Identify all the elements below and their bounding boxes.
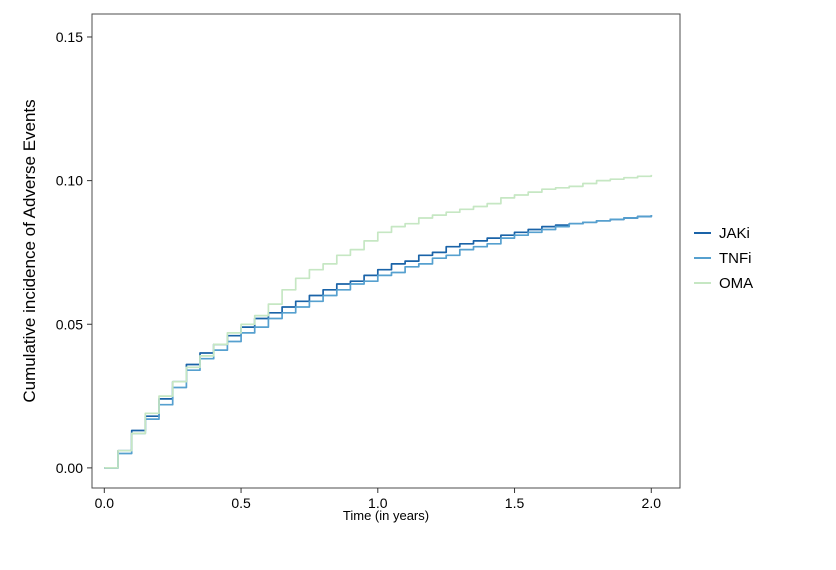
legend-item: JAKi [694, 224, 753, 242]
x-axis-title: Time (in years) [342, 508, 430, 523]
legend-label: OMA [719, 274, 754, 292]
svg-text:0.0: 0.0 [95, 495, 115, 511]
legend-label: JAKi [719, 224, 750, 242]
svg-text:0.5: 0.5 [231, 495, 251, 511]
legend-line-swatch [694, 256, 711, 260]
legend: JAKi TNFi OMA [694, 224, 753, 299]
svg-text:0.10: 0.10 [56, 173, 83, 189]
legend-label: TNFi [719, 249, 752, 267]
legend-line-swatch [694, 281, 711, 285]
legend-item: TNFi [694, 249, 753, 267]
svg-text:0.15: 0.15 [56, 29, 83, 45]
svg-text:1.5: 1.5 [505, 495, 525, 511]
svg-text:2.0: 2.0 [642, 495, 662, 511]
svg-text:1.0: 1.0 [368, 495, 388, 511]
svg-text:0.05: 0.05 [56, 316, 83, 332]
legend-line-swatch [694, 231, 711, 235]
y-axis-title: Cumulative incidence of Adverse Events [20, 99, 39, 403]
svg-text:0.00: 0.00 [56, 460, 83, 476]
legend-item: OMA [694, 274, 753, 292]
